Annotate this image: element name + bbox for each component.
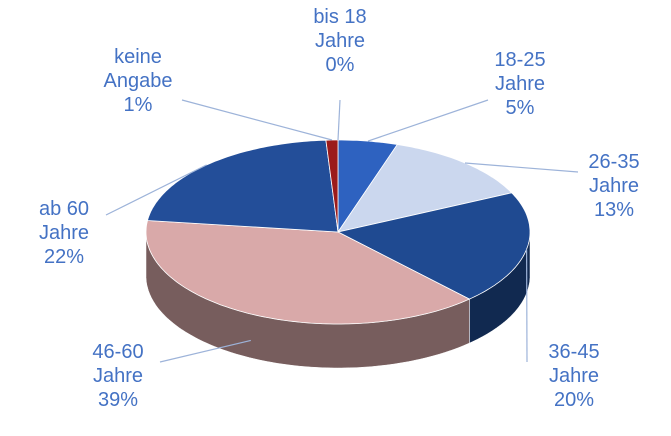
- label-value: 1%: [123, 94, 153, 116]
- data-label: bis 18 Jahre 0%: [294, 5, 386, 77]
- slice: [146, 139, 339, 233]
- leader-line: [105, 164, 207, 216]
- data-label: 18-25 Jahre 5%: [474, 48, 566, 120]
- pie-tops: [145, 139, 531, 325]
- label-value: 13%: [593, 199, 635, 221]
- label-category: 18-25 Jahre: [494, 49, 546, 95]
- label-value: 0%: [325, 54, 355, 76]
- label-value: 39%: [97, 389, 139, 411]
- label-category: 46-60 Jahre: [92, 341, 144, 387]
- data-label: ab 60 Jahre 22%: [18, 197, 110, 269]
- leader-line: [337, 99, 341, 141]
- leader-line: [464, 162, 579, 173]
- label-category: 36-45 Jahre: [548, 341, 600, 387]
- data-label: keine Angabe 1%: [92, 45, 184, 117]
- leader-line: [159, 339, 251, 363]
- label-value: 20%: [553, 389, 595, 411]
- data-label: 46-60 Jahre 39%: [72, 340, 164, 412]
- leader-line: [367, 99, 489, 142]
- label-category: bis 18 Jahre: [313, 6, 367, 52]
- leader-line: [181, 99, 333, 141]
- label-value: 22%: [43, 246, 85, 268]
- label-value: 5%: [505, 97, 535, 119]
- slice: [337, 144, 513, 233]
- label-category: ab 60 Jahre: [38, 198, 90, 244]
- label-category: keine Angabe: [103, 46, 173, 92]
- data-label: 26-35 Jahre 13%: [568, 150, 660, 222]
- label-category: 26-35 Jahre: [588, 151, 640, 197]
- data-label: 36-45 Jahre 20%: [528, 340, 620, 412]
- slice: [336, 192, 531, 300]
- slice: [145, 220, 471, 325]
